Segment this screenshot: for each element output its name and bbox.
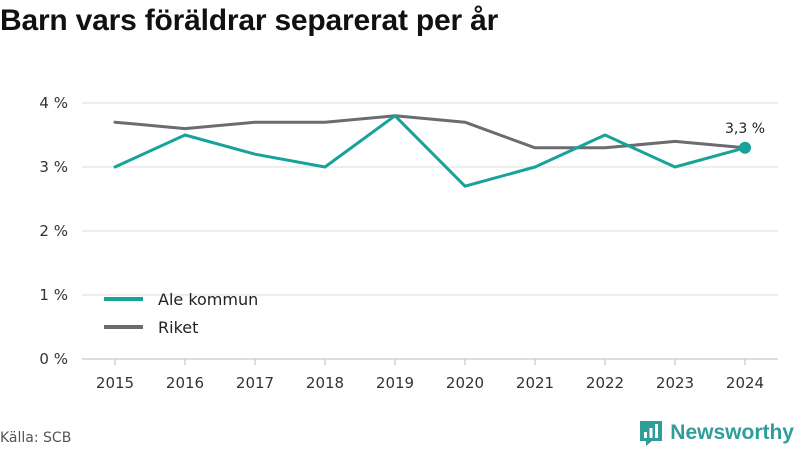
- x-tick-label: 2015: [96, 374, 134, 392]
- source-note: Källa: SCB: [0, 430, 72, 446]
- series-group: [113, 114, 747, 188]
- brand-logo: Newsworthy: [638, 419, 794, 447]
- x-tick-label: 2018: [306, 374, 344, 392]
- x-tick-label: 2020: [446, 374, 484, 392]
- x-tick-label: 2019: [376, 374, 414, 392]
- y-axis: 0 % 1 % 2 % 3 % 4 %: [39, 94, 68, 368]
- y-tick-label: 0 %: [39, 350, 68, 368]
- newsworthy-logo-icon: [640, 421, 663, 446]
- legend-label: Ale kommun: [158, 290, 258, 309]
- x-tick-label: 2023: [656, 374, 694, 392]
- last-value-label: 3,3 %: [725, 121, 765, 137]
- x-tick-label: 2022: [586, 374, 624, 392]
- y-tick-label: 4 %: [39, 94, 68, 112]
- last-value-dot: [739, 141, 751, 154]
- y-tick-label: 2 %: [39, 222, 68, 240]
- brand-name: Newsworthy: [670, 421, 794, 444]
- chart-title: Barn vars föräldrar separerat per år: [0, 4, 499, 37]
- x-axis: 2015 2016 2017 2018 2019 2020 2021 2022 2023 2024: [96, 359, 764, 392]
- x-tick-label: 2016: [166, 374, 204, 392]
- y-tick-label: 1 %: [39, 286, 68, 304]
- x-tick-label: 2024: [726, 374, 764, 392]
- y-tick-label: 3 %: [39, 158, 68, 176]
- legend: Ale kommun Riket: [104, 290, 258, 337]
- x-tick-label: 2021: [516, 374, 554, 392]
- series-line-riket: [113, 114, 747, 150]
- legend-label: Riket: [158, 318, 198, 337]
- annotation-group: 3,3 %: [725, 121, 765, 154]
- series-line-ale-kommun: [113, 114, 747, 188]
- gridlines: [82, 102, 778, 360]
- x-tick-label: 2017: [236, 374, 274, 392]
